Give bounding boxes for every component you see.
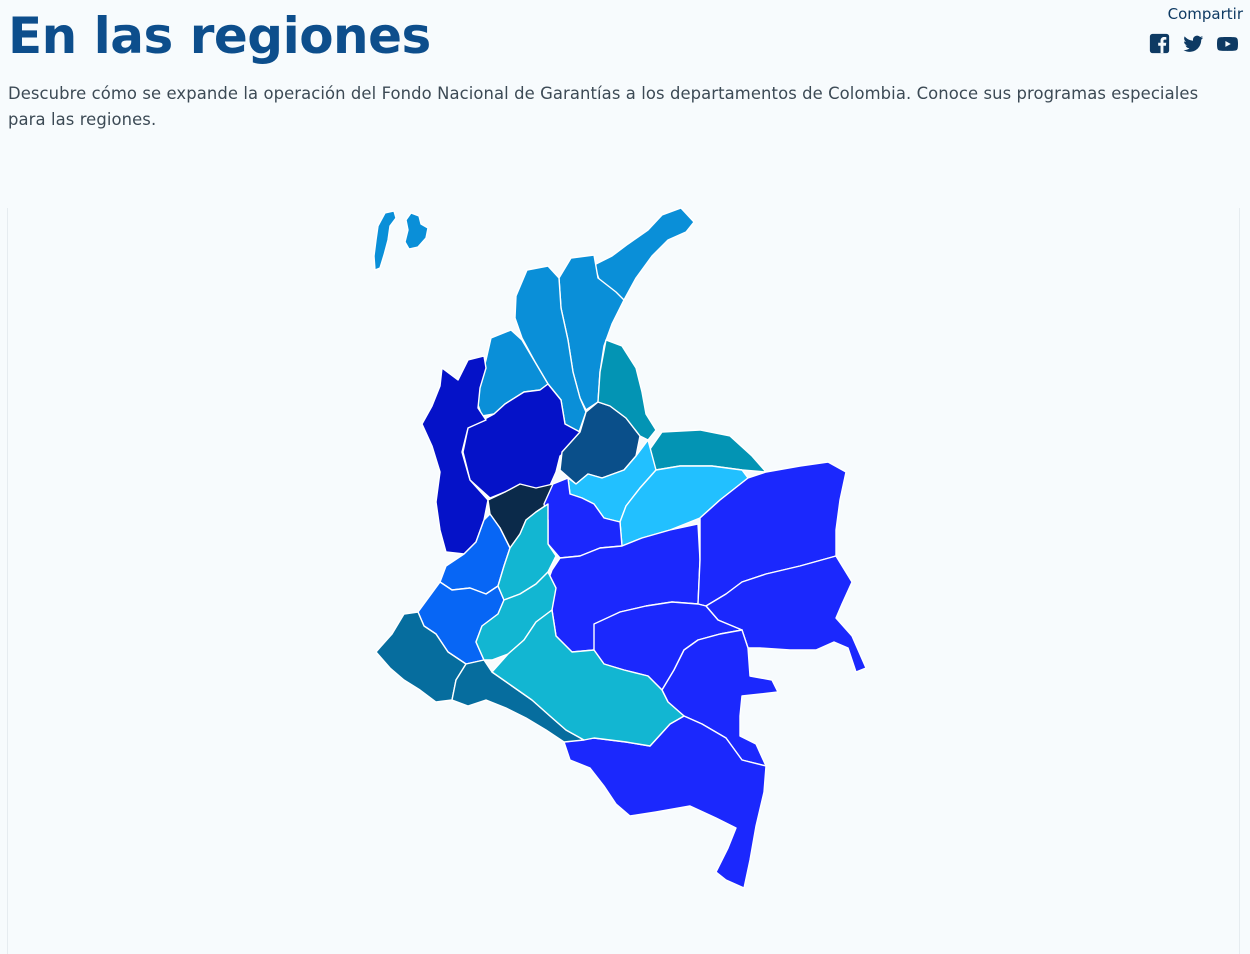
intro-description: Descubre cómo se expande la operación de… [8, 84, 1199, 129]
youtube-icon[interactable] [1217, 33, 1238, 54]
page-title: En las regiones [8, 7, 431, 65]
region-san-andres-island[interactable] [373, 210, 397, 271]
twitter-icon[interactable] [1183, 33, 1204, 54]
region-choco[interactable] [421, 355, 489, 555]
facebook-icon[interactable] [1149, 33, 1170, 54]
map-frame [7, 208, 1240, 954]
region-providencia-island[interactable] [404, 212, 429, 250]
share-label: Compartir [1167, 5, 1243, 23]
region-guainia[interactable] [705, 555, 867, 673]
region-casanare[interactable] [619, 465, 749, 547]
social-links [1149, 33, 1238, 54]
region-caqueta[interactable] [491, 609, 685, 747]
region-tolima[interactable] [497, 503, 557, 601]
